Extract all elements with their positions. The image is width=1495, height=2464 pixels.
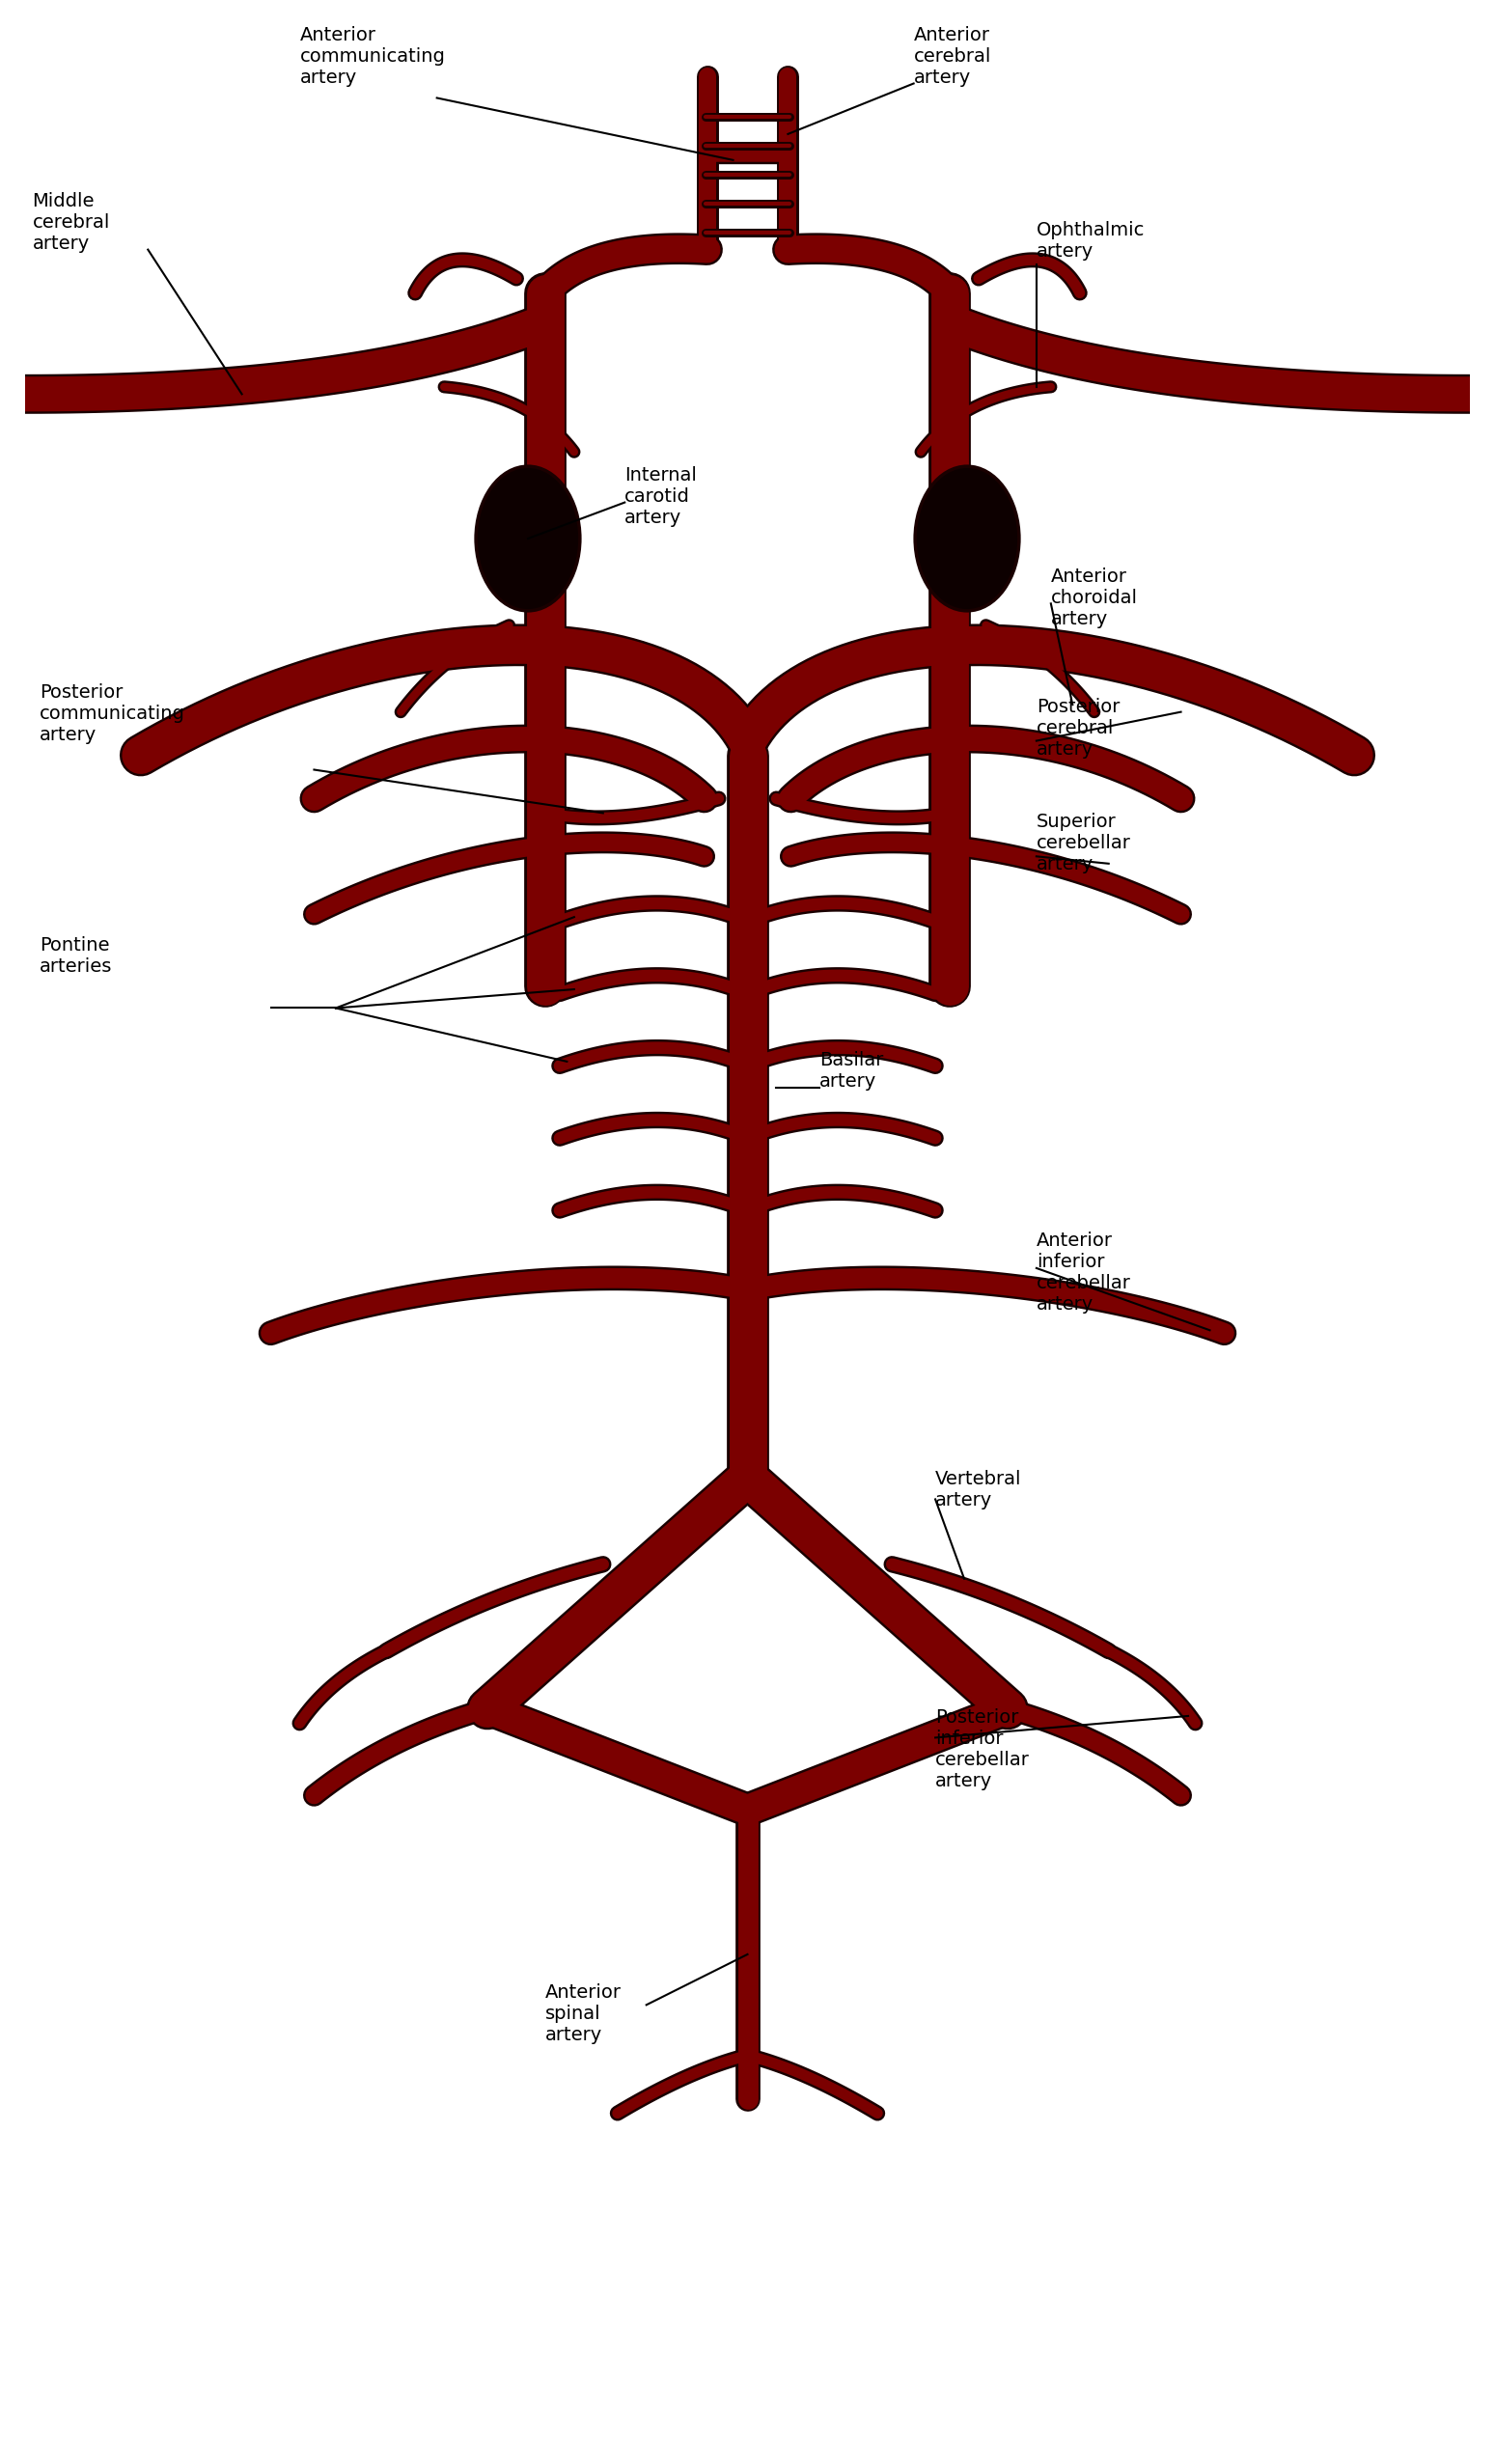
Text: Basilar
artery: Basilar artery — [819, 1052, 884, 1092]
Text: Anterior
spinal
artery: Anterior spinal artery — [546, 1984, 622, 2045]
Text: Superior
cerebellar
artery: Superior cerebellar artery — [1036, 813, 1130, 875]
Text: Vertebral
artery: Vertebral artery — [936, 1471, 1021, 1510]
Text: Anterior
inferior
cerebellar
artery: Anterior inferior cerebellar artery — [1036, 1232, 1130, 1313]
Text: Internal
carotid
artery: Internal carotid artery — [625, 466, 697, 527]
Text: Posterior
inferior
cerebellar
artery: Posterior inferior cerebellar artery — [936, 1708, 1030, 1791]
Text: Pontine
arteries: Pontine arteries — [39, 936, 112, 976]
Text: Ophthalmic
artery: Ophthalmic artery — [1036, 222, 1145, 261]
Text: Posterior
communicating
artery: Posterior communicating artery — [39, 683, 185, 744]
Text: Middle
cerebral
artery: Middle cerebral artery — [33, 192, 111, 254]
Text: Anterior
communicating
artery: Anterior communicating artery — [299, 25, 446, 86]
Text: Anterior
cerebral
artery: Anterior cerebral artery — [913, 25, 991, 86]
Text: Posterior
cerebral
artery: Posterior cerebral artery — [1036, 697, 1120, 759]
Ellipse shape — [915, 466, 1020, 611]
Text: Anterior
choroidal
artery: Anterior choroidal artery — [1051, 567, 1138, 628]
Ellipse shape — [475, 466, 580, 611]
